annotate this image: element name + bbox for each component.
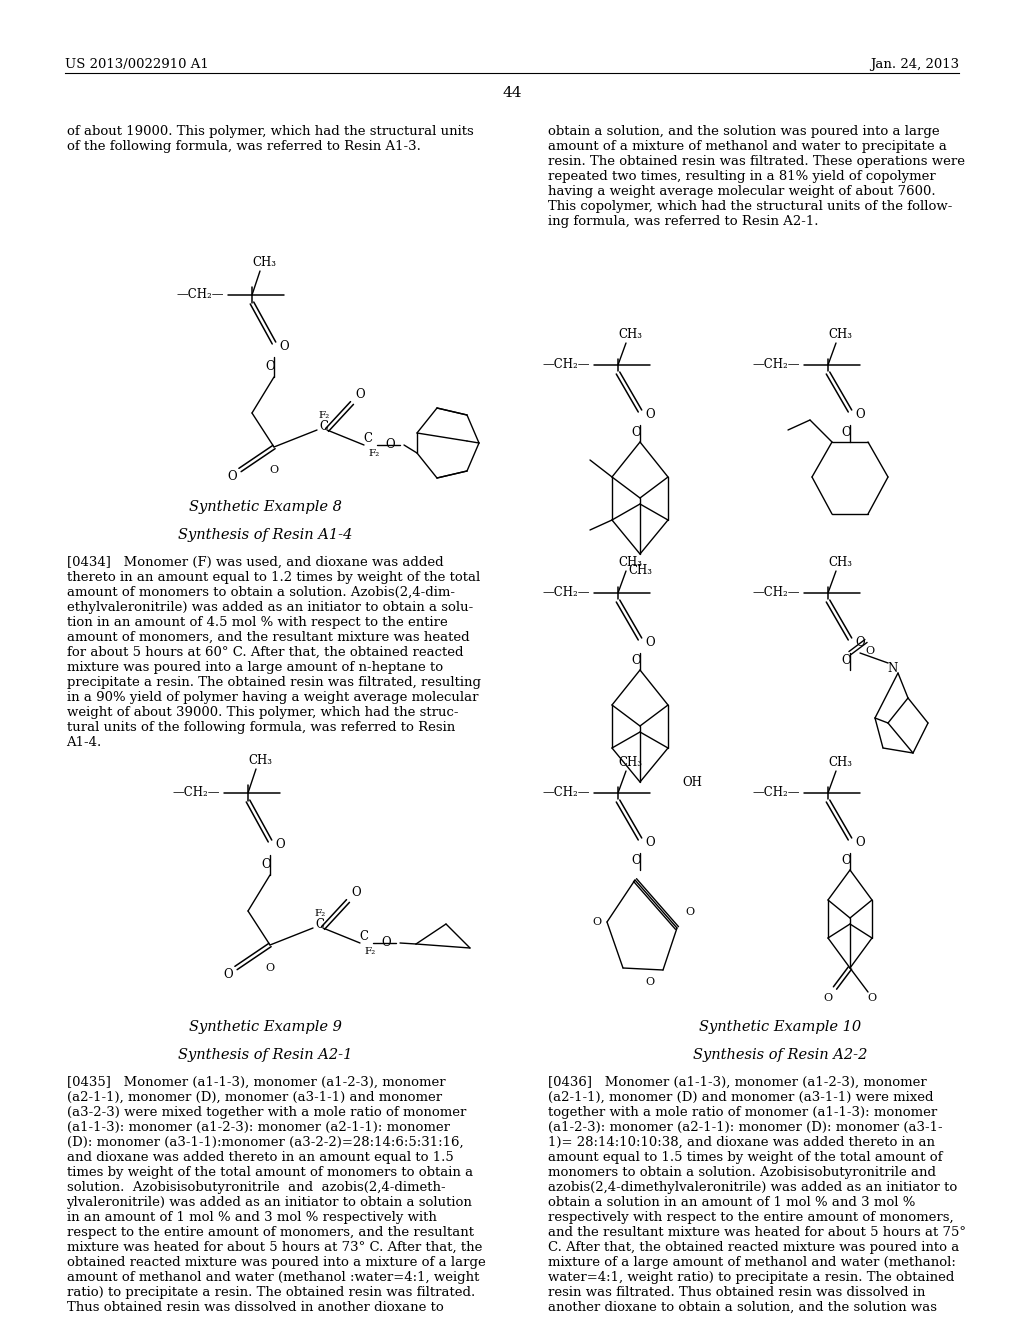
Text: Synthesis of Resin A2-2: Synthesis of Resin A2-2 [693,1048,867,1063]
Text: O: O [265,360,274,374]
Text: N: N [888,661,898,675]
Text: O: O [275,838,285,851]
Text: O: O [841,655,851,668]
Text: CH₃: CH₃ [618,756,642,770]
Text: Synthesis of Resin A1-4: Synthesis of Resin A1-4 [178,528,352,543]
Text: —CH₂—: —CH₂— [543,586,590,599]
Text: O: O [631,655,641,668]
Text: CH₃: CH₃ [252,256,276,269]
Text: O: O [645,837,654,850]
Text: O: O [593,917,601,927]
Text: —CH₂—: —CH₂— [176,289,224,301]
Text: of about 19000. This polymer, which had the structural units
of the following fo: of about 19000. This polymer, which had … [67,125,473,153]
Text: [0434]   Monomer (F) was used, and dioxane was added
thereto in an amount equal : [0434] Monomer (F) was used, and dioxane… [67,556,480,748]
Text: F₂: F₂ [314,908,326,917]
Text: O: O [261,858,270,871]
Text: obtain a solution, and the solution was poured into a large
amount of a mixture : obtain a solution, and the solution was … [548,125,965,228]
Text: O: O [865,645,874,656]
Text: O: O [841,426,851,440]
Text: CH₃: CH₃ [828,756,852,770]
Text: O: O [841,854,851,867]
Text: Synthesis of Resin A2-1: Synthesis of Resin A2-1 [178,1048,352,1063]
Text: O: O [265,964,274,973]
Text: O: O [645,408,654,421]
Text: O: O [381,936,391,949]
Text: O: O [867,993,877,1003]
Text: F₂: F₂ [365,946,376,956]
Text: —CH₂—: —CH₂— [172,787,220,800]
Text: Synthetic Example 8: Synthetic Example 8 [188,500,341,513]
Text: CH₃: CH₃ [828,557,852,569]
Text: O: O [645,977,654,987]
Text: O: O [823,993,833,1003]
Text: 44: 44 [502,86,522,100]
Text: C: C [359,929,369,942]
Text: F₂: F₂ [318,411,330,420]
Text: C: C [315,919,325,932]
Text: O: O [685,907,694,917]
Text: CH₃: CH₃ [618,557,642,569]
Text: O: O [855,636,865,649]
Text: [0435]   Monomer (a1-1-3), monomer (a1-2-3), monomer
(a2-1-1), monomer (D), mono: [0435] Monomer (a1-1-3), monomer (a1-2-3… [67,1076,485,1313]
Text: O: O [355,388,365,401]
Text: O: O [385,438,395,451]
Text: C: C [319,421,329,433]
Text: CH₃: CH₃ [248,755,272,767]
Text: C: C [364,432,373,445]
Text: —CH₂—: —CH₂— [543,359,590,371]
Text: O: O [855,837,865,850]
Text: —CH₂—: —CH₂— [753,359,800,371]
Text: OH: OH [682,776,701,788]
Text: US 2013/0022910 A1: US 2013/0022910 A1 [65,58,209,71]
Text: —CH₂—: —CH₂— [543,787,590,800]
Text: [0436]   Monomer (a1-1-3), monomer (a1-2-3), monomer
(a2-1-1), monomer (D) and m: [0436] Monomer (a1-1-3), monomer (a1-2-3… [548,1076,966,1313]
Text: O: O [645,636,654,649]
Text: CH₃: CH₃ [628,564,652,577]
Text: O: O [855,408,865,421]
Text: O: O [280,341,289,354]
Text: O: O [223,969,232,982]
Text: —CH₂—: —CH₂— [753,787,800,800]
Text: Jan. 24, 2013: Jan. 24, 2013 [869,58,959,71]
Text: CH₃: CH₃ [828,329,852,342]
Text: O: O [227,470,237,483]
Text: O: O [631,854,641,867]
Text: CH₃: CH₃ [618,329,642,342]
Text: Synthetic Example 9: Synthetic Example 9 [188,1020,341,1034]
Text: —CH₂—: —CH₂— [753,586,800,599]
Text: O: O [351,887,360,899]
Text: Synthetic Example 10: Synthetic Example 10 [699,1020,861,1034]
Text: O: O [631,426,641,440]
Text: F₂: F₂ [369,449,380,458]
Text: O: O [269,465,279,475]
